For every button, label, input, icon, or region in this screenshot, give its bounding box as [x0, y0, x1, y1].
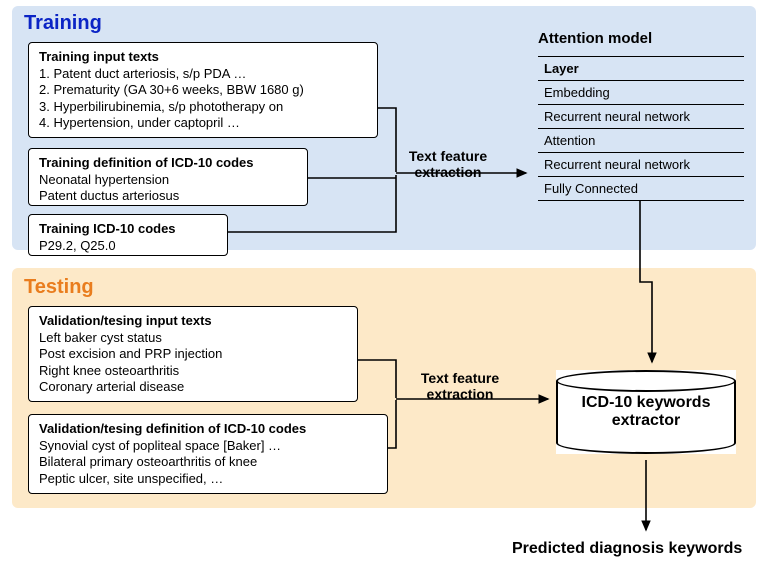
list-item: Synovial cyst of popliteal space [Baker]…	[39, 438, 377, 454]
table-row: Recurrent neural network	[538, 153, 744, 177]
list-item: 1. Patent duct arteriosis, s/p PDA …	[39, 66, 367, 82]
list-item: 3. Hyperbilirubinemia, s/p phototherapy …	[39, 99, 367, 115]
training-title: Training	[24, 12, 102, 35]
list-item: Right knee osteoarthritis	[39, 363, 347, 379]
attention-table: Layer Embedding Recurrent neural network…	[538, 56, 744, 201]
training-codes-title: Training ICD-10 codes	[39, 221, 217, 236]
training-definition-title: Training definition of ICD-10 codes	[39, 155, 297, 170]
list-item: Coronary arterial disease	[39, 379, 347, 395]
list-item: 4. Hypertension, under captopril …	[39, 115, 367, 131]
testing-input-title: Validation/tesing input texts	[39, 313, 347, 328]
testing-input-lines: Left baker cyst status Post excision and…	[39, 330, 347, 395]
extractor-line: extractor	[612, 412, 680, 430]
table-row: Attention	[538, 129, 744, 153]
testing-input-box: Validation/tesing input texts Left baker…	[28, 306, 358, 402]
label-line: extraction	[400, 386, 520, 402]
label-line: Text feature	[388, 148, 508, 164]
list-item: Bilateral primary osteoarthritis of knee	[39, 454, 377, 470]
list-item: 2. Prematurity (GA 30+6 weeks, BBW 1680 …	[39, 82, 367, 98]
list-item: Post excision and PRP injection	[39, 346, 347, 362]
training-codes-box: Training ICD-10 codes P29.2, Q25.0	[28, 214, 228, 256]
attention-header: Layer	[538, 56, 744, 81]
table-row: Embedding	[538, 81, 744, 105]
testing-definition-lines: Synovial cyst of popliteal space [Baker]…	[39, 438, 377, 487]
training-input-lines: 1. Patent duct arteriosis, s/p PDA … 2. …	[39, 66, 367, 131]
list-item: P29.2, Q25.0	[39, 238, 217, 254]
output-label: Predicted diagnosis keywords	[512, 540, 742, 558]
testing-definition-box: Validation/tesing definition of ICD-10 c…	[28, 414, 388, 494]
table-row: Fully Connected	[538, 177, 744, 201]
training-definition-lines: Neonatal hypertension Patent ductus arte…	[39, 172, 297, 205]
attention-title: Attention model	[538, 30, 652, 47]
training-codes-lines: P29.2, Q25.0	[39, 238, 217, 254]
training-feature-label: Text feature extraction	[388, 148, 508, 180]
diagram-canvas: Training Training input texts 1. Patent …	[0, 0, 768, 571]
training-input-box: Training input texts 1. Patent duct arte…	[28, 42, 378, 138]
cylinder-top	[556, 370, 736, 392]
extractor-line: ICD-10 keywords	[582, 394, 711, 412]
table-row: Recurrent neural network	[538, 105, 744, 129]
list-item: Patent ductus arteriosus	[39, 188, 297, 204]
label-line: Text feature	[400, 370, 520, 386]
testing-definition-title: Validation/tesing definition of ICD-10 c…	[39, 421, 377, 436]
testing-title: Testing	[24, 276, 94, 299]
training-input-title: Training input texts	[39, 49, 367, 64]
list-item: Peptic ulcer, site unspecified, …	[39, 471, 377, 487]
extractor-cylinder: ICD-10 keywords extractor	[556, 370, 736, 454]
label-line: extraction	[388, 164, 508, 180]
testing-feature-label: Text feature extraction	[400, 370, 520, 402]
list-item: Neonatal hypertension	[39, 172, 297, 188]
training-definition-box: Training definition of ICD-10 codes Neon…	[28, 148, 308, 206]
list-item: Left baker cyst status	[39, 330, 347, 346]
